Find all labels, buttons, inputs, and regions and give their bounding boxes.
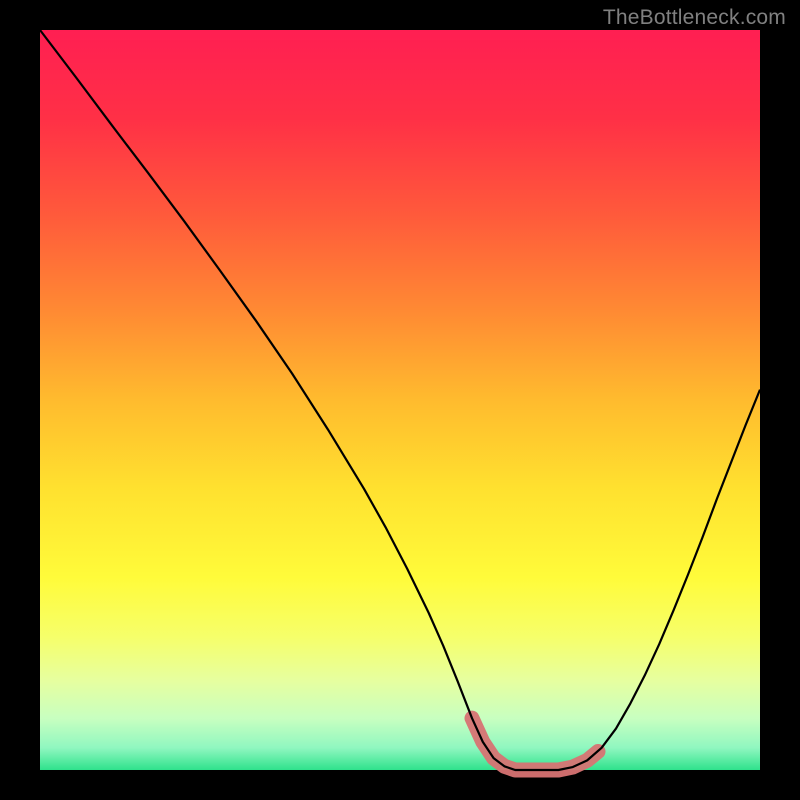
watermark-text: TheBottleneck.com	[603, 6, 786, 30]
bottleneck-chart	[0, 0, 800, 800]
chart-container: TheBottleneck.com	[0, 0, 800, 800]
